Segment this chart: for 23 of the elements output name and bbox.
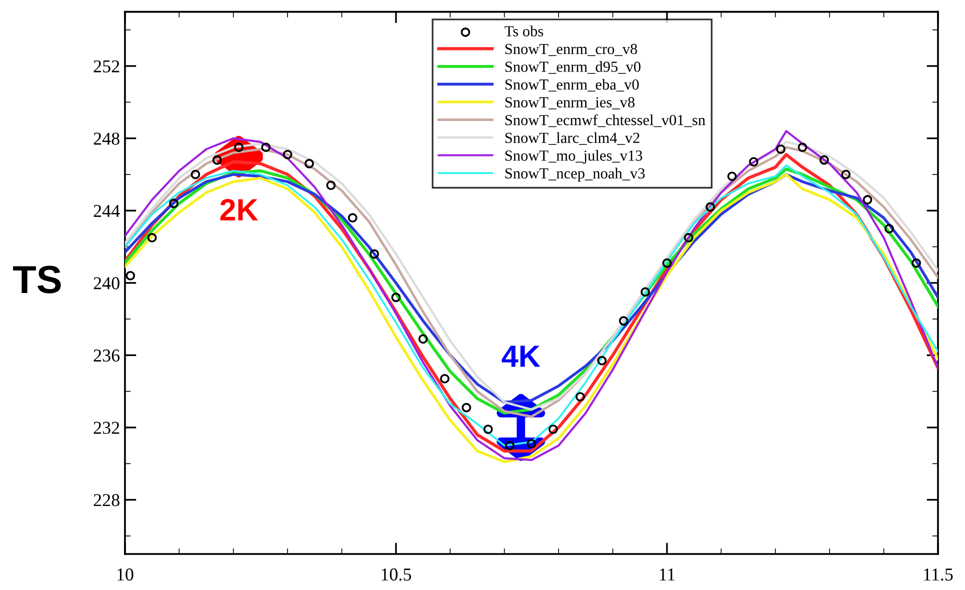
y-tick-label: 244 [94,204,120,217]
legend-label: SnowT_enrm_d95_v0 [505,61,640,74]
x-tick-label: 11.5 [924,568,953,581]
y-tick-label: 240 [94,277,120,290]
legend-label: SnowT_enrm_cro_v8 [505,44,638,56]
y-tick-label: 232 [94,422,120,434]
legend-label: SnowT_ncep_noah_v3 [505,168,645,182]
legend-label: SnowT_mo_jules_v13 [505,150,642,164]
y-tick-label: 228 [94,494,120,506]
legend-label: SnowT_enrm_ies_v8 [505,97,635,110]
y-axis-title: TS [13,266,61,294]
legend-label: SnowT_enrm_eba_v0 [505,78,639,92]
x-tick-label: 10.5 [382,568,412,581]
y-tick-label: 236 [94,350,120,362]
legend-label: SnowT_larc_clm4_v2 [505,132,640,145]
y-tick-label: 248 [94,132,120,145]
annotation: 4K [502,346,540,367]
annotation: 2K [220,198,258,220]
x-tick-label: 10 [118,568,134,581]
y-tick-label: 252 [94,60,120,72]
legend-label: Ts obs [504,26,544,36]
legend-label: SnowT_ecmwf_chtessel_v01_sn [505,114,706,128]
x-tick-label: 11 [660,568,675,580]
